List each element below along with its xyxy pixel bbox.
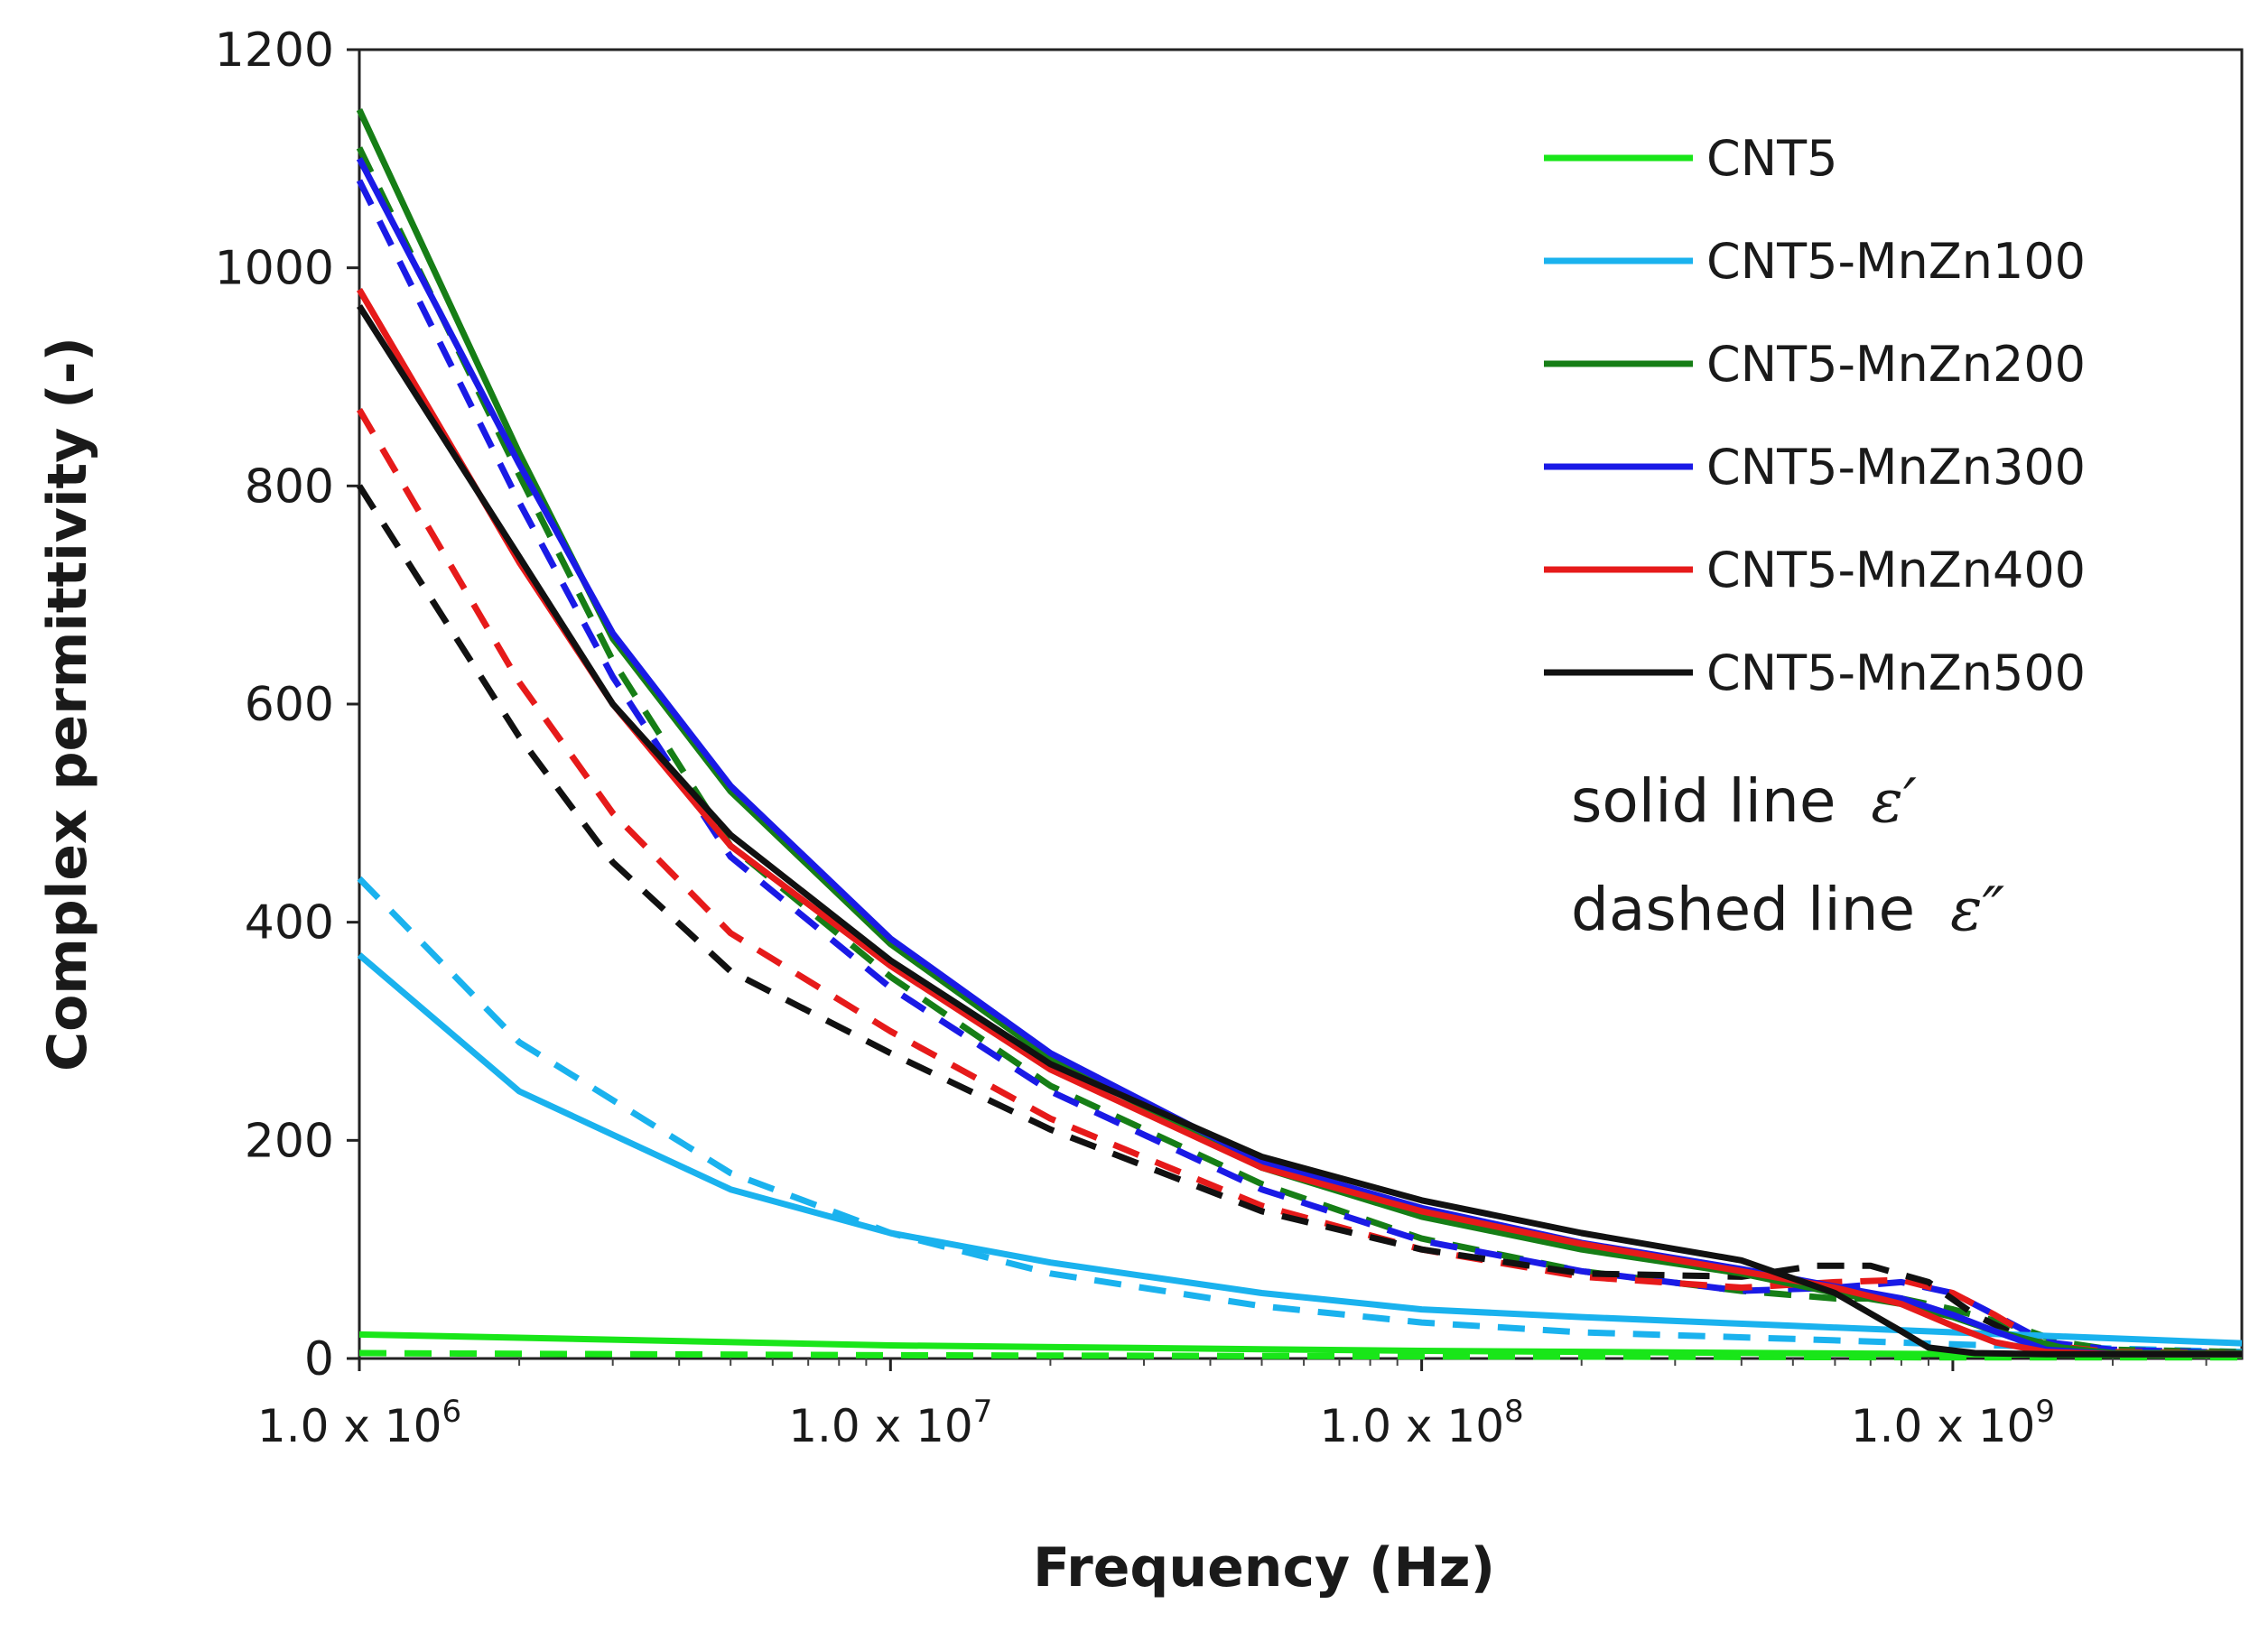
y-tick-label: 600 xyxy=(245,678,334,732)
series-cnt5-mnzn100-solid xyxy=(357,952,2243,1347)
y-tick-label: 200 xyxy=(245,1114,334,1168)
note-solid-text: solid line xyxy=(1571,766,1836,836)
y-tick-label: 1000 xyxy=(215,242,334,296)
legend-label-cnt5-mnzn100: CNT5-MnZn100 xyxy=(1706,233,2086,290)
series-cnt5-mnzn100-dashed xyxy=(357,876,2243,1356)
x-tick-label: 1.0 x 109 xyxy=(1851,1394,2055,1452)
y-axis-title: Complex permittivity (-) xyxy=(36,337,99,1071)
note-solid-line: solid line ε′ xyxy=(1571,766,1917,836)
note-dashed-line: dashed line ε″ xyxy=(1571,875,2005,944)
note-dashed-text: dashed line xyxy=(1571,875,1915,944)
series-cnt5-mnzn500-dashed xyxy=(357,484,2242,1357)
series-cnt5-mnzn400-dashed xyxy=(356,408,2243,1357)
legend-label-cnt5-mnzn300: CNT5-MnZn300 xyxy=(1706,439,2086,496)
legend-label-cnt5-mnzn200: CNT5-MnZn200 xyxy=(1706,336,2086,393)
x-tick-label: 1.0 x 107 xyxy=(788,1394,992,1452)
y-tick-label: 0 xyxy=(304,1332,334,1386)
y-tick-label: 800 xyxy=(245,459,334,514)
y-tick-label: 1200 xyxy=(215,23,334,78)
legend: CNT5 CNT5-MnZn100 CNT5-MnZn200 CNT5-MnZn300… xyxy=(1544,130,2086,701)
series-cnt5-mnzn500-solid xyxy=(357,304,2242,1358)
y-tick-label: 400 xyxy=(245,896,334,950)
series-cnt5-mnzn400-solid xyxy=(356,288,2242,1358)
legend-label-cnt5: CNT5 xyxy=(1706,130,1837,187)
x-axis-title: Frequency (Hz) xyxy=(1033,1536,1495,1600)
legend-label-cnt5-mnzn400: CNT5-MnZn400 xyxy=(1706,542,2086,598)
note-solid-symbol: ε′ xyxy=(1871,766,1916,836)
x-tick-label: 1.0 x 108 xyxy=(1320,1394,1524,1452)
x-tick-label: 1.0 x 106 xyxy=(257,1394,461,1452)
legend-label-cnt5-mnzn500: CNT5-MnZn500 xyxy=(1706,644,2086,701)
note-dashed-symbol: ε″ xyxy=(1950,875,2004,944)
